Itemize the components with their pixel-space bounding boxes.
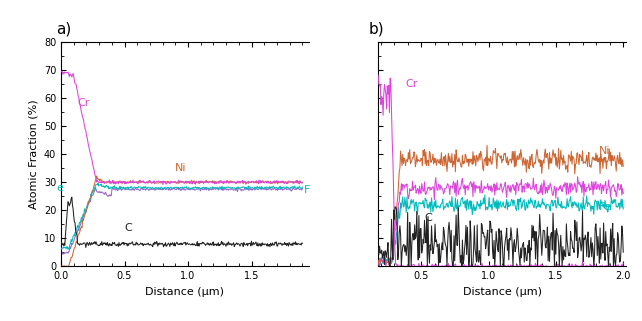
Text: Ni: Ni (599, 146, 611, 156)
Text: F: F (304, 186, 310, 195)
Text: Ni: Ni (175, 163, 187, 173)
Text: Cr: Cr (405, 79, 417, 89)
X-axis label: Distance (μm): Distance (μm) (145, 287, 225, 297)
X-axis label: Distance (μm): Distance (μm) (462, 287, 542, 297)
Text: a): a) (56, 22, 71, 36)
Text: C: C (125, 223, 132, 233)
Text: Fe: Fe (599, 202, 612, 212)
Text: C: C (424, 213, 431, 223)
Text: e: e (56, 183, 63, 193)
Text: b): b) (369, 22, 384, 36)
Y-axis label: Atomic Fraction (%): Atomic Fraction (%) (28, 99, 38, 209)
Text: Cr: Cr (78, 98, 90, 108)
